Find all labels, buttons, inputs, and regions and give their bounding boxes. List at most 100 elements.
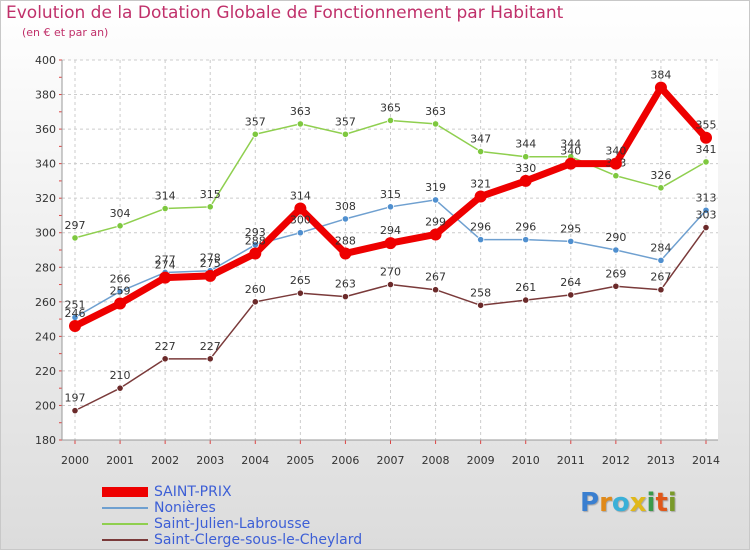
data-label: 319: [425, 181, 446, 194]
data-label: 288: [245, 234, 266, 247]
legend-swatch-nonieres: [102, 507, 148, 509]
data-label: 275: [200, 257, 221, 270]
data-label: 321: [470, 177, 491, 190]
data-label: 267: [425, 271, 446, 284]
data-label: 259: [110, 285, 131, 298]
x-tick-label: 2009: [467, 454, 495, 467]
y-tick-label: 340: [35, 158, 56, 171]
x-tick-label: 2001: [106, 454, 134, 467]
data-label: 264: [560, 276, 581, 289]
data-label: 210: [110, 369, 131, 382]
data-label: 296: [515, 221, 536, 234]
data-label: 197: [65, 392, 86, 405]
data-label: 341: [696, 143, 717, 156]
data-label: 288: [335, 234, 356, 247]
data-point: [522, 296, 530, 304]
data-point: [249, 247, 262, 260]
data-label: 263: [335, 278, 356, 291]
data-point: [431, 286, 440, 294]
data-label: 303: [696, 209, 717, 222]
data-point: [657, 256, 665, 264]
data-label: 297: [65, 219, 86, 232]
legend-label-saint-prix: SAINT-PRIX: [154, 484, 232, 500]
y-tick-label: 280: [35, 261, 56, 274]
data-point: [431, 196, 440, 204]
data-label: 278: [200, 252, 221, 265]
x-tick-label: 2013: [647, 454, 675, 467]
data-label: 267: [650, 271, 671, 284]
legend-swatch-saint-clerge: [102, 539, 148, 541]
x-tick-label: 2011: [557, 454, 585, 467]
data-point: [204, 269, 217, 282]
data-label: 300: [290, 214, 311, 227]
data-point: [384, 237, 397, 250]
data-point: [161, 355, 169, 363]
data-label: 293: [245, 226, 266, 239]
data-point: [341, 215, 350, 223]
data-point: [431, 120, 440, 128]
data-point: [567, 291, 575, 299]
data-label: 357: [245, 115, 266, 128]
x-tick-label: 2000: [61, 454, 89, 467]
y-tick-label: 360: [35, 123, 56, 136]
data-label: 357: [335, 115, 356, 128]
data-point: [206, 355, 214, 363]
chart-title: Evolution de la Dotation Globale de Fonc…: [6, 3, 564, 23]
data-label: 246: [65, 307, 86, 320]
data-point: [296, 229, 304, 237]
x-tick-label: 2002: [151, 454, 179, 467]
data-point: [159, 271, 172, 284]
data-point: [654, 81, 667, 94]
data-point: [612, 282, 620, 290]
data-point: [114, 297, 127, 310]
data-point: [702, 223, 710, 232]
data-label: 265: [290, 274, 311, 287]
data-point: [69, 320, 81, 332]
data-point: [116, 222, 124, 230]
y-tick-label: 260: [35, 296, 56, 309]
x-tick-label: 2004: [241, 454, 269, 467]
data-point: [116, 287, 124, 296]
x-tick-label: 2006: [331, 454, 359, 467]
data-point: [700, 131, 712, 144]
data-point: [161, 204, 169, 213]
data-label: 251: [65, 298, 86, 311]
data-label: 363: [425, 105, 446, 118]
y-tick-label: 220: [35, 365, 56, 378]
data-point: [477, 236, 485, 244]
data-label: 363: [290, 105, 311, 118]
proxiti-logo: Proxiti: [580, 488, 677, 518]
y-tick-label: 320: [35, 192, 56, 205]
data-label: 344: [560, 138, 581, 151]
data-label: 269: [605, 267, 626, 280]
y-tick-label: 240: [35, 330, 56, 343]
data-label: 258: [470, 286, 491, 299]
logo-letter: P: [580, 488, 600, 518]
data-label: 330: [515, 162, 536, 175]
x-tick-label: 2014: [692, 454, 720, 467]
data-point: [477, 147, 485, 156]
data-point: [702, 206, 710, 214]
data-point: [612, 246, 620, 254]
data-point: [609, 157, 622, 170]
data-label: 340: [560, 145, 581, 158]
data-label: 299: [425, 215, 446, 228]
data-point: [296, 120, 304, 128]
data-point: [477, 301, 485, 309]
data-point: [206, 203, 214, 211]
logo-letter: i: [667, 488, 677, 518]
data-point: [702, 158, 710, 166]
data-label: 277: [155, 253, 176, 266]
legend-label-saint-julien-labrousse: Saint-Julien-Labrousse: [154, 516, 311, 532]
data-label: 384: [650, 69, 671, 82]
data-point: [251, 298, 259, 306]
data-label: 314: [290, 190, 311, 203]
y-tick-label: 380: [35, 89, 56, 102]
data-label: 314: [155, 190, 176, 203]
data-label: 266: [110, 272, 131, 285]
legend-swatch-saint-julien: [102, 523, 148, 525]
data-point: [341, 293, 350, 301]
data-label: 284: [650, 241, 671, 254]
data-label: 296: [470, 221, 491, 234]
